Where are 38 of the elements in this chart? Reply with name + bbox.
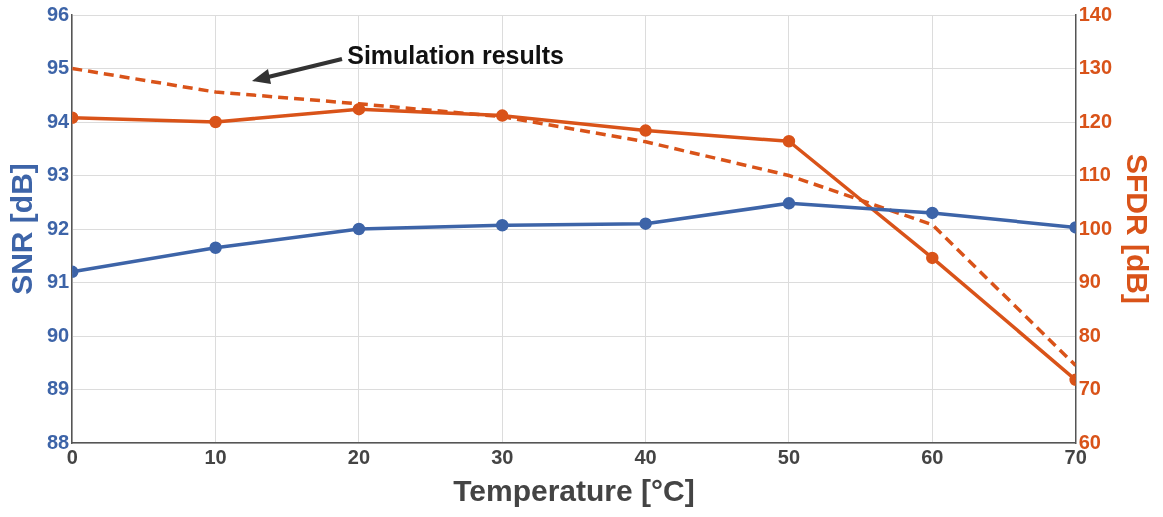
y2-tick-label: 100 [1078,216,1113,239]
y2-tick-label: 80 [1078,323,1101,346]
y-tick-label: 93 [47,163,70,186]
y-tick-label: 94 [47,109,71,132]
point [496,219,509,232]
y-tick-label: 90 [47,323,70,346]
y-tick-label: 96 [47,2,70,25]
y2-tick-label: 140 [1078,2,1113,25]
point [496,109,509,122]
point [352,102,366,116]
y2-tick-label: 70 [1078,377,1101,400]
y-tick-label: 95 [47,56,70,79]
y2-tick-label: 130 [1078,56,1113,79]
point [352,222,366,236]
annotation: Simulation results [347,40,564,69]
y2-axis-title: SFDR [dB] [1120,154,1154,304]
y-axis-title: SNR [dB] [5,163,39,295]
point [782,135,796,148]
point [209,241,222,254]
y2-tick-label: 110 [1078,163,1111,186]
y2-tick-label: 90 [1078,270,1101,293]
point [639,124,652,137]
y-tick-label: 91 [47,270,70,293]
x-tick-label: 60 [921,445,944,468]
x-tick-label: 30 [491,445,514,468]
x-tick-label: 20 [347,445,371,468]
y-tick-label: 89 [47,377,70,400]
x-tick-label: 10 [204,445,227,468]
x-axis-title: Temperature [°C] [453,474,695,508]
x-tick-label: 50 [777,445,801,468]
y-tick-label: 92 [47,216,70,239]
point [209,115,222,129]
x-tick-label: 40 [634,445,657,468]
y2-tick-label: 120 [1078,109,1113,132]
point [782,197,796,210]
point [926,206,939,220]
point [639,217,652,230]
point [926,251,939,265]
